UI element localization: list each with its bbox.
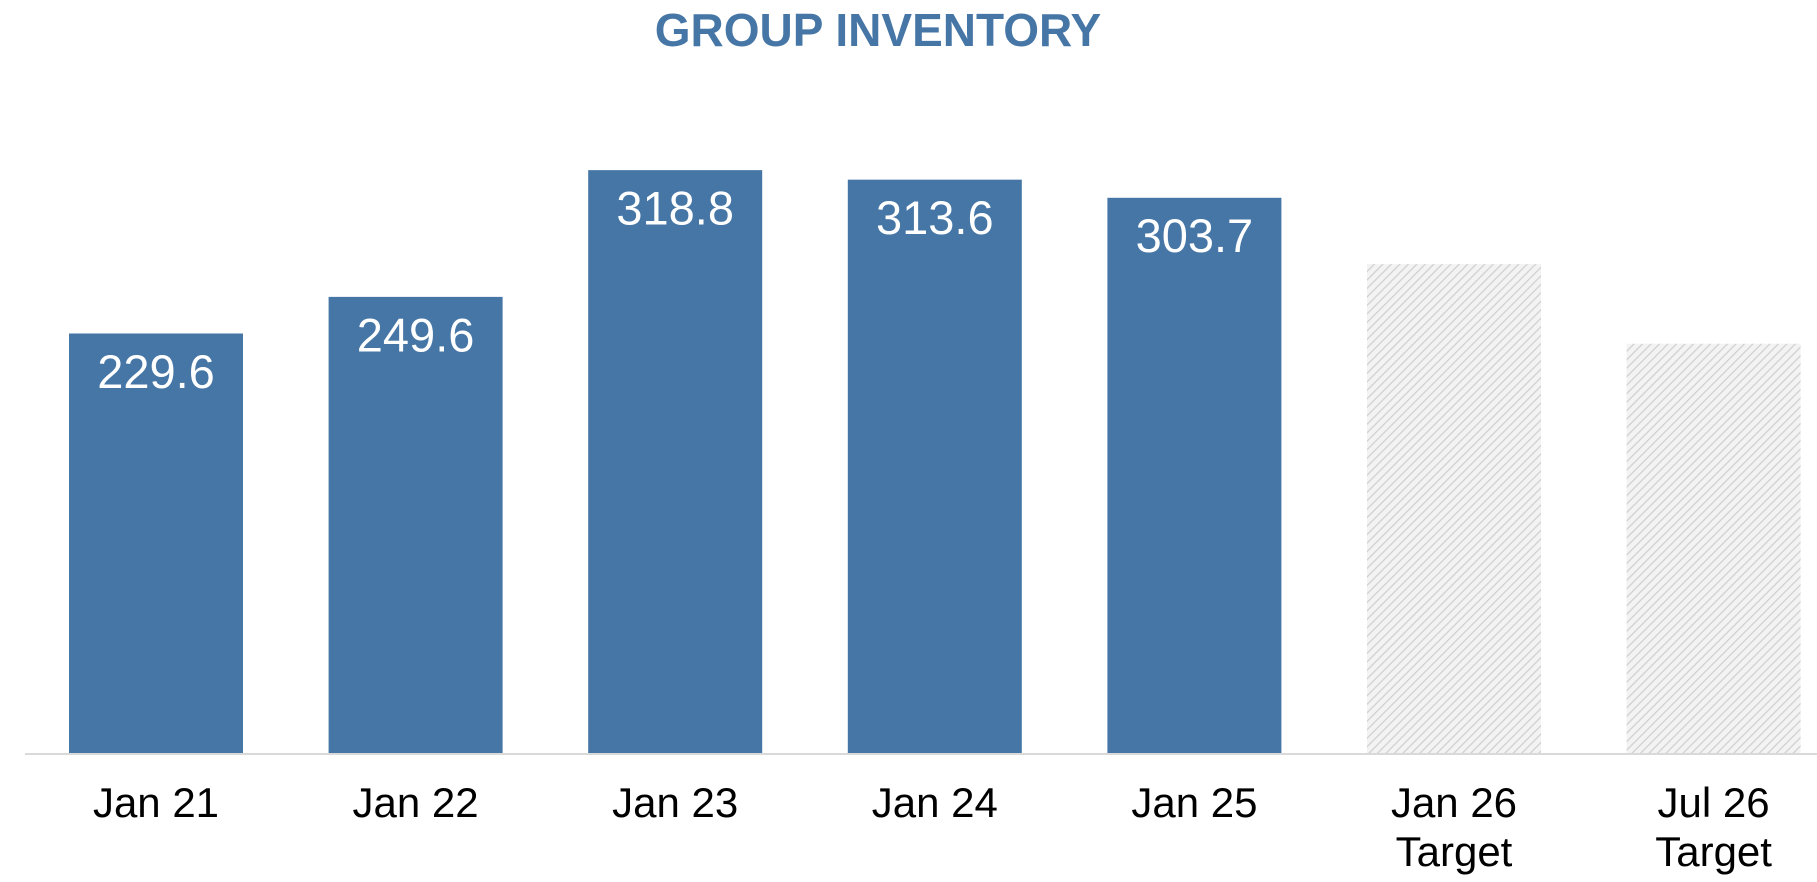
x-tick-label: Jan 22 bbox=[353, 779, 479, 826]
x-tick-label: Jan 24 bbox=[872, 779, 998, 826]
value-label: 318.8 bbox=[616, 182, 734, 235]
x-tick-label-line: Jul 26 bbox=[1658, 779, 1770, 826]
chart-title: GROUP INVENTORY bbox=[655, 4, 1101, 56]
bar bbox=[847, 179, 1022, 754]
x-tick-label-line: Jan 22 bbox=[353, 779, 479, 826]
bar bbox=[1107, 197, 1282, 754]
value-label: 313.6 bbox=[876, 191, 994, 244]
value-label: 303.7 bbox=[1136, 209, 1254, 262]
x-tick-label-line: Target bbox=[1655, 828, 1772, 875]
bar bbox=[69, 333, 243, 754]
bar bbox=[328, 296, 503, 754]
x-tick-label-line: Jan 21 bbox=[93, 779, 219, 826]
x-tick-label-line: Jan 23 bbox=[612, 779, 738, 826]
x-tick-label: Jan 23 bbox=[612, 779, 738, 826]
x-tick-label-line: Jan 24 bbox=[872, 779, 998, 826]
x-tick-label: Jan 25 bbox=[1131, 779, 1257, 826]
x-tick-label: Jan 21 bbox=[93, 779, 219, 826]
bar bbox=[588, 170, 763, 754]
value-label: 229.6 bbox=[97, 345, 215, 398]
x-tick-label: Jul 26 Target bbox=[1655, 779, 1772, 875]
value-label: 249.6 bbox=[357, 308, 475, 361]
x-tick-label-line: Jan 25 bbox=[1131, 779, 1257, 826]
x-tick-label-line: Jan 26 bbox=[1391, 779, 1517, 826]
x-tick-label: Jan 26 Target bbox=[1391, 779, 1517, 875]
bar bbox=[1367, 264, 1541, 754]
bar bbox=[1626, 343, 1801, 754]
x-tick-label-line: Target bbox=[1396, 828, 1513, 875]
